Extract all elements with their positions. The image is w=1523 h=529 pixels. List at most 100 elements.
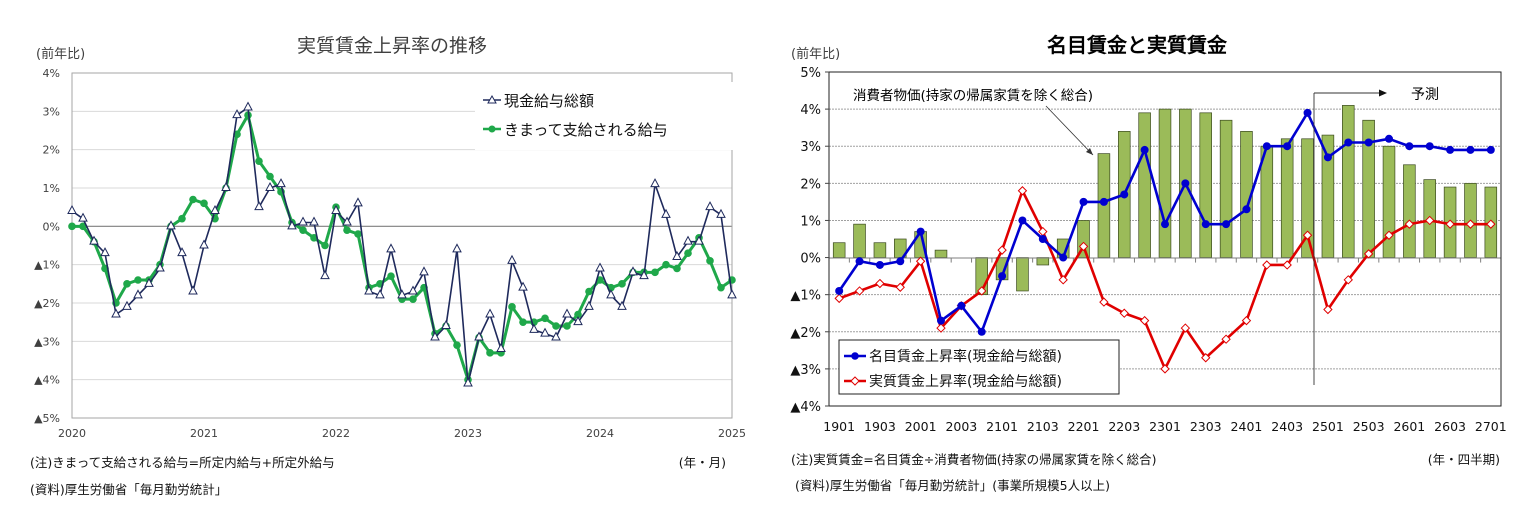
data-point bbox=[309, 216, 319, 226]
x-tick-label: 2024 bbox=[586, 427, 614, 440]
data-point bbox=[705, 201, 715, 211]
y-tick-label: ▲3% bbox=[790, 363, 821, 378]
y-tick-label: 3% bbox=[43, 105, 60, 118]
data-point bbox=[342, 216, 352, 226]
data-point bbox=[188, 285, 198, 295]
data-point bbox=[875, 260, 884, 269]
right-chart-title: 名目賃金と実質賃金 bbox=[1047, 33, 1228, 57]
cpi-bar bbox=[1138, 112, 1151, 258]
data-point bbox=[529, 323, 539, 333]
data-point bbox=[1139, 315, 1150, 326]
data-point bbox=[1343, 275, 1353, 285]
y-tick-label: ▲1% bbox=[790, 289, 821, 304]
data-point bbox=[854, 286, 865, 296]
data-point bbox=[573, 316, 583, 326]
data-point bbox=[496, 342, 506, 352]
data-point bbox=[1242, 205, 1251, 214]
data-point bbox=[453, 341, 461, 349]
data-point bbox=[287, 220, 297, 230]
y-tick-label: 2% bbox=[43, 144, 60, 157]
x-tick-label: 2003 bbox=[945, 419, 977, 434]
data-point bbox=[122, 300, 132, 310]
left-chart-panel: 実質賃金上昇率の推移 (前年比) 4% 3% 2% 1% 0% ▲1% ▲2% ▲3% ▲4% ▲… bbox=[0, 0, 760, 529]
data-point bbox=[68, 222, 76, 231]
y-tick-label: 0% bbox=[800, 252, 821, 267]
data-point bbox=[485, 308, 495, 318]
data-point bbox=[100, 247, 110, 257]
data-point bbox=[1323, 304, 1333, 315]
x-tick-label: 2501 bbox=[1312, 419, 1344, 434]
data-point bbox=[375, 289, 385, 299]
data-point bbox=[684, 249, 692, 257]
data-point bbox=[1241, 315, 1252, 326]
data-point bbox=[155, 262, 165, 272]
x-tick-label: 1901 bbox=[823, 419, 855, 434]
data-point bbox=[1405, 142, 1414, 151]
right-source: (資料)厚生労働省「毎月勤労統計」(事業所規模5人以上) bbox=[795, 478, 1110, 493]
data-point bbox=[1466, 145, 1475, 154]
data-point bbox=[662, 260, 670, 269]
right-cpi-bars bbox=[832, 105, 1498, 296]
data-point bbox=[541, 314, 549, 323]
x-tick-label: 2201 bbox=[1068, 419, 1100, 434]
x-tick-label: 2301 bbox=[1149, 419, 1181, 434]
data-point bbox=[1364, 138, 1373, 147]
left-gridlines bbox=[72, 110, 732, 381]
right-x-unit: (年・四半期) bbox=[1428, 452, 1500, 467]
data-point bbox=[936, 323, 946, 333]
data-point bbox=[199, 239, 209, 249]
data-point bbox=[1180, 323, 1191, 333]
data-point bbox=[574, 310, 582, 319]
forecast-annotation: 予測 bbox=[1313, 87, 1439, 385]
data-point bbox=[507, 254, 517, 264]
data-point bbox=[486, 349, 494, 357]
data-point bbox=[584, 300, 594, 310]
data-point bbox=[661, 208, 671, 218]
data-point bbox=[977, 286, 987, 296]
data-point bbox=[441, 319, 451, 329]
data-point bbox=[596, 276, 604, 284]
data-point bbox=[650, 178, 660, 188]
data-point bbox=[364, 285, 374, 295]
cpi-annotation-label: 消費者物価(持家の帰属家賃を除く総合) bbox=[853, 87, 1093, 104]
right-x-ticks: 1901 1903 2001 2003 2101 2103 2201 2203 2301 2303… bbox=[823, 419, 1506, 434]
legend-total-label: 現金給与総額 bbox=[504, 92, 594, 110]
data-point bbox=[178, 214, 186, 223]
left-note: (注)きまって支給される給与=所定内給与+所定外給与 bbox=[30, 455, 335, 470]
data-point bbox=[875, 278, 885, 289]
data-point bbox=[321, 241, 329, 250]
cpi-bar bbox=[873, 242, 887, 258]
data-point bbox=[1017, 186, 1028, 196]
data-point bbox=[716, 208, 726, 218]
data-point bbox=[1262, 142, 1271, 151]
data-point bbox=[1058, 275, 1068, 285]
data-point bbox=[123, 280, 131, 288]
data-point bbox=[474, 331, 484, 341]
x-tick-label: 2025 bbox=[718, 427, 746, 440]
data-point bbox=[1486, 219, 1496, 229]
data-point bbox=[1099, 297, 1109, 307]
y-tick-label: 4% bbox=[43, 67, 60, 80]
left-plot-area bbox=[71, 72, 733, 419]
data-point bbox=[1018, 216, 1027, 225]
data-point bbox=[1160, 364, 1170, 374]
forecast-arrow-icon bbox=[1379, 89, 1387, 97]
data-point bbox=[1446, 145, 1455, 154]
data-point bbox=[1302, 230, 1313, 240]
data-point bbox=[651, 268, 659, 277]
data-point bbox=[998, 272, 1007, 281]
data-point bbox=[937, 316, 945, 325]
x-tick-label: 2701 bbox=[1475, 419, 1507, 434]
data-point bbox=[387, 272, 395, 280]
diamond-marker-icon bbox=[850, 376, 860, 386]
right-series bbox=[834, 108, 1496, 374]
cpi-bar bbox=[1280, 138, 1294, 258]
data-point bbox=[562, 308, 572, 318]
data-point bbox=[1323, 153, 1332, 162]
data-point bbox=[1303, 108, 1312, 117]
data-point bbox=[855, 257, 864, 266]
cpi-bar bbox=[934, 249, 948, 258]
data-point bbox=[895, 282, 905, 292]
data-point bbox=[618, 280, 626, 288]
y-tick-label: 5% bbox=[800, 66, 821, 81]
